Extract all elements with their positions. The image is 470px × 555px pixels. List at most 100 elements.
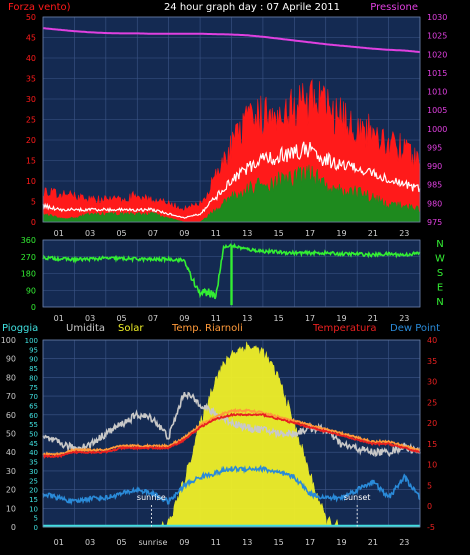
sunset-label: sunset: [344, 493, 371, 502]
wind-y-tick: 45: [26, 34, 36, 43]
rain-y-tick: 70: [29, 393, 38, 401]
rain-y-tick: 60: [29, 412, 38, 420]
humidity-y-tick: 30: [6, 467, 16, 476]
temp-x-tick: 19: [336, 538, 346, 547]
wind-x-tick: 01: [54, 229, 64, 238]
rain-y-tick: 35: [29, 459, 38, 467]
wind-avg-series: [42, 141, 421, 219]
wind-min-series: [42, 164, 421, 223]
pressure-series: [42, 27, 421, 53]
header-pressure-label: Pressione: [370, 2, 418, 13]
temp-y-tick: -5: [427, 523, 435, 532]
pressure-y-tick: 1015: [427, 69, 447, 78]
rain-y-tick: 80: [29, 374, 38, 382]
humidity-y-tick: 80: [6, 373, 16, 382]
temp-y-tick: 25: [427, 398, 437, 407]
temp-x-tick: 05: [116, 538, 126, 547]
pressure-y-tick: 1005: [427, 106, 447, 115]
wind-y-tick: 20: [26, 136, 36, 145]
rain-y-tick: 5: [34, 515, 38, 523]
header-title: 24 hour graph day : 07 Aprile 2011: [164, 2, 340, 13]
pressure-y-tick: 1010: [427, 88, 447, 97]
humidity-y-tick: 90: [6, 355, 16, 364]
wind-x-tick: 21: [368, 229, 378, 238]
direction-x-tick: 09: [179, 314, 189, 323]
legend-entry: Solar: [118, 323, 144, 334]
header-wind-label: Forza vento): [8, 2, 71, 13]
wind-y-tick: 35: [26, 75, 36, 84]
rain-y-tick: 30: [29, 468, 38, 476]
wind-y-tick: 50: [26, 13, 36, 22]
temp-x-tick: 23: [399, 538, 409, 547]
wind-x-tick: 11: [211, 229, 221, 238]
temp-x-tick: sunrise: [138, 538, 167, 547]
dewpoint-series: [42, 464, 421, 506]
temp-x-tick: 21: [368, 538, 378, 547]
compass-label: S: [437, 268, 443, 279]
rain-y-tick: 20: [29, 487, 38, 495]
rain-y-tick: 15: [29, 496, 38, 504]
humidity-series: [42, 391, 421, 458]
direction-x-tick: 01: [54, 314, 64, 323]
wind-y-tick: 30: [26, 95, 36, 104]
rain-y-tick: 0: [34, 524, 38, 532]
panel-border: [42, 339, 421, 528]
temp-x-tick: 15: [274, 538, 284, 547]
temp-x-tick: 17: [305, 538, 315, 547]
wind-x-tick: 15: [274, 229, 284, 238]
direction-x-tick: 13: [242, 314, 252, 323]
rain-y-tick: 25: [29, 477, 38, 485]
rain-y-tick: 45: [29, 440, 38, 448]
pressure-y-tick: 1030: [427, 13, 447, 22]
temp-x-tick: 13: [242, 538, 252, 547]
wind-x-tick: 03: [85, 229, 95, 238]
panel-border: [42, 16, 421, 223]
rain-y-tick: 85: [29, 365, 38, 373]
wind-x-tick: 13: [242, 229, 252, 238]
wind-x-tick: 05: [116, 229, 126, 238]
legend-entry: Temperatura: [312, 323, 377, 334]
rain-y-tick: 50: [29, 431, 38, 439]
direction-y-tick: 270: [21, 253, 36, 262]
pressure-y-tick: 980: [427, 199, 442, 208]
legend-entry: Temp. Riarnoli: [171, 323, 243, 334]
temp-x-tick: 11: [211, 538, 221, 547]
wind-x-tick: 09: [179, 229, 189, 238]
humidity-y-tick: 20: [6, 486, 16, 495]
legend-entry: Dew Point: [390, 323, 440, 334]
compass-label: N: [436, 297, 443, 308]
sunrise-label: sunrise: [137, 493, 166, 502]
temp-x-tick: 09: [179, 538, 189, 547]
direction-y-tick: 180: [21, 270, 36, 279]
humidity-y-tick: 0: [11, 523, 16, 532]
compass-label: E: [437, 283, 443, 294]
rain-y-tick: 55: [29, 421, 38, 429]
humidity-y-tick: 70: [6, 392, 16, 401]
wind-x-tick: 19: [336, 229, 346, 238]
wind-y-tick: 0: [31, 218, 36, 227]
humidity-y-tick: 10: [6, 504, 16, 513]
pressure-y-tick: 985: [427, 181, 442, 190]
rain-y-tick: 75: [29, 384, 38, 392]
direction-x-tick: 11: [211, 314, 221, 323]
humidity-y-tick: 40: [6, 448, 16, 457]
direction-y-tick: 90: [26, 286, 36, 295]
rain-y-tick: 10: [29, 505, 38, 513]
wind-y-tick: 5: [31, 198, 36, 207]
temp-y-tick: 40: [427, 336, 437, 345]
direction-y-tick: 360: [21, 236, 36, 245]
direction-x-tick: 15: [274, 314, 284, 323]
direction-x-tick: 03: [85, 314, 95, 323]
rain-y-tick: 95: [29, 346, 38, 354]
pressure-y-tick: 1000: [427, 125, 447, 134]
humidity-y-tick: 60: [6, 411, 16, 420]
pressure-y-tick: 1025: [427, 32, 447, 41]
wind-x-tick: 17: [305, 229, 315, 238]
wind-y-tick: 15: [26, 157, 36, 166]
wind-x-tick: 07: [148, 229, 158, 238]
temp-y-tick: 20: [427, 419, 437, 428]
compass-label: N: [436, 239, 443, 250]
pressure-y-tick: 995: [427, 143, 442, 152]
humidity-y-tick: 100: [1, 336, 16, 345]
